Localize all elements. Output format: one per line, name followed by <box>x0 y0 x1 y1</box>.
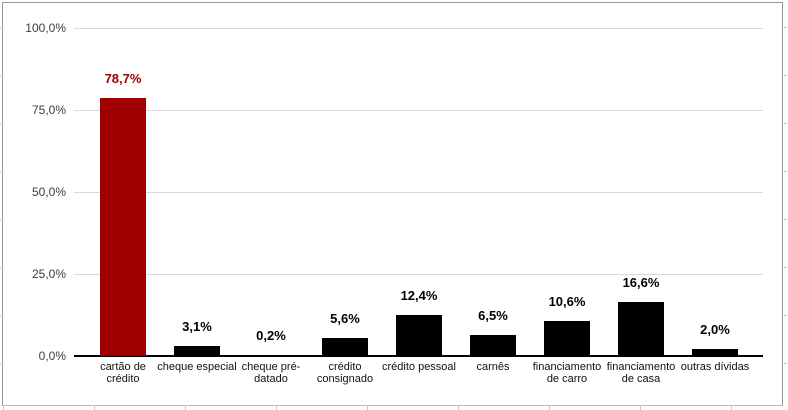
bars-row: 78,7% cartão de crédito 3,1% cheque especia… <box>86 28 752 385</box>
sheet-gridline-tick-right <box>784 267 787 268</box>
sheet-gridline-tick-bottom <box>458 405 459 410</box>
bar <box>100 98 146 356</box>
bar <box>618 302 664 356</box>
bar-value-label: 16,6% <box>622 275 660 290</box>
sheet-gridline-tick-bottom <box>276 405 277 410</box>
bar <box>248 355 294 356</box>
bar-category-label: carnês <box>476 361 510 373</box>
sheet-gridline-tick-bottom <box>731 405 732 410</box>
sheet-gridline-tick-bottom <box>549 405 550 410</box>
bar <box>396 315 442 356</box>
bar-category-label: financiamento de casa <box>606 361 676 385</box>
bar-value-label: 0,2% <box>256 328 286 343</box>
bar-category-label: outras dívidas <box>680 361 750 373</box>
y-axis-tick-label: 100,0% <box>25 21 66 35</box>
gridline <box>74 192 763 193</box>
plot-area: 78,7% cartão de crédito 3,1% cheque especia… <box>74 28 763 385</box>
bar-column: 5,6% crédito consignado <box>308 28 382 385</box>
bar-value-label: 5,6% <box>330 311 360 326</box>
y-axis-tick-label: 0,0% <box>38 349 66 363</box>
bar <box>470 335 516 356</box>
sheet-gridline-tick-left <box>0 75 3 76</box>
bar-value-label: 6,5% <box>478 308 508 323</box>
bar-category-label: crédito pessoal <box>382 361 456 373</box>
y-axis-tick-label: 25,0% <box>31 267 66 281</box>
bar-column: 2,0% outras dívidas <box>678 28 752 373</box>
sheet-gridline-tick-left <box>0 123 3 124</box>
bar-category-label: crédito consignado <box>316 361 374 385</box>
bar-value-label: 10,6% <box>548 294 586 309</box>
bar-column: 12,4% crédito pessoal <box>382 28 456 373</box>
bar <box>692 349 738 356</box>
bar-category-label: financiamento de carro <box>532 361 602 385</box>
sheet-gridline-tick-left <box>0 27 3 28</box>
bar-column: 16,6% financiamento de casa <box>604 28 678 385</box>
sheet-gridline-tick-bottom <box>367 405 368 410</box>
bar <box>174 346 220 356</box>
bar-value-label: 2,0% <box>700 322 730 337</box>
bar-value-label: 12,4% <box>400 288 438 303</box>
bar-category-label: cheque especial <box>157 361 237 373</box>
sheet-gridline-tick-left <box>0 315 3 316</box>
x-axis-line <box>74 355 763 357</box>
gridline <box>74 28 763 29</box>
bar-column: 6,5% carnês <box>456 28 530 373</box>
sheet-gridline-tick-left <box>0 171 3 172</box>
gridline <box>74 274 763 275</box>
bar-value-label: 78,7% <box>104 71 142 86</box>
bar-column: 3,1% cheque especial <box>157 28 237 373</box>
sheet-gridline-tick-right <box>784 363 787 364</box>
sheet-gridline-tick-left <box>0 267 3 268</box>
sheet-gridline-tick-right <box>784 171 787 172</box>
sheet-gridline-tick-left <box>0 363 3 364</box>
sheet-gridline-tick-right <box>784 219 787 220</box>
bar-category-label: cartão de crédito <box>100 361 146 385</box>
gridline <box>74 110 763 111</box>
bar-category-label: cheque pré-datado <box>241 361 301 385</box>
y-axis-labels: 100,0% 75,0% 50,0% 25,0% 0,0% <box>2 21 66 363</box>
bar-column: 10,6% financiamento de carro <box>530 28 604 385</box>
bar <box>544 321 590 356</box>
bar <box>322 338 368 356</box>
sheet-gridline-tick-right <box>784 123 787 124</box>
sheet-gridline-tick-bottom <box>640 405 641 410</box>
sheet-gridline-tick-right <box>784 75 787 76</box>
bar-column: 78,7% cartão de crédito <box>86 28 160 385</box>
sheet-gridline-tick-right <box>784 315 787 316</box>
y-axis-tick-label: 75,0% <box>31 103 66 117</box>
sheet-gridline-tick-right <box>784 27 787 28</box>
sheet-gridline-tick-left <box>0 219 3 220</box>
sheet-gridline-tick-bottom <box>3 405 4 410</box>
bar-value-label: 3,1% <box>182 319 212 334</box>
sheet-gridline-tick-bottom <box>94 405 95 410</box>
sheet-gridline-tick-bottom <box>185 405 186 410</box>
bar-column: 0,2% cheque pré-datado <box>234 28 308 385</box>
y-axis-tick-label: 50,0% <box>31 185 66 199</box>
